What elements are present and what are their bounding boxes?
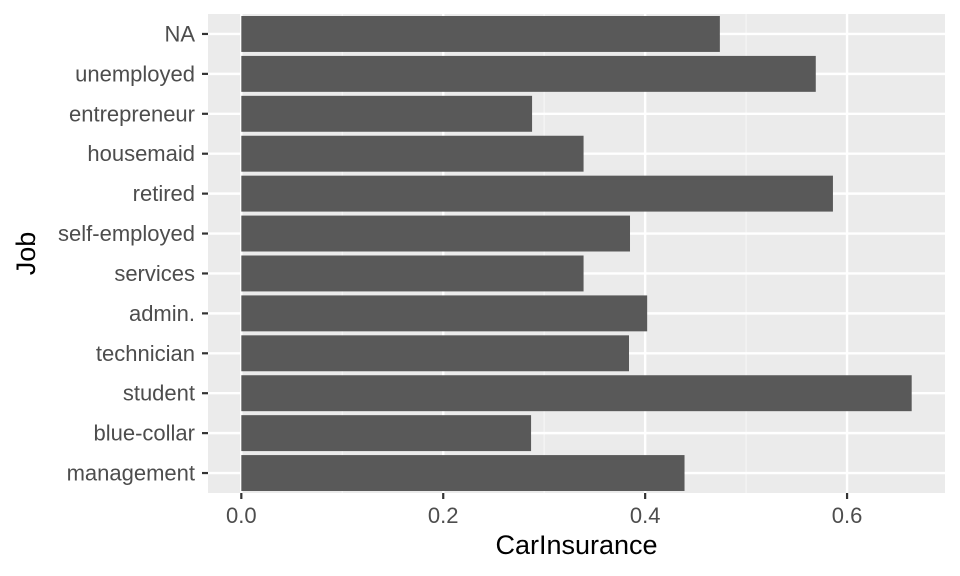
bar-5	[241, 215, 631, 252]
x-tick-label-2: 0.4	[630, 503, 661, 528]
y-tick-label-9: student	[123, 381, 195, 406]
y-tick-label-10: blue-collar	[94, 421, 196, 446]
x-tick-label-0: 0.0	[226, 503, 257, 528]
x-tick-label-1: 0.2	[428, 503, 459, 528]
y-tick-label-8: technician	[96, 341, 195, 366]
y-axis: NA unemployed entrepreneur housemaid retired…	[58, 21, 208, 486]
x-axis-title: CarInsurance	[495, 530, 657, 560]
y-tick-label-1: unemployed	[75, 61, 195, 86]
x-tick-label-3: 0.6	[832, 503, 863, 528]
bar-9	[241, 375, 912, 412]
bar-6	[241, 255, 584, 292]
bar-1	[241, 55, 816, 92]
y-tick-label-6: services	[114, 261, 195, 286]
plot-panel	[208, 14, 945, 493]
bar-4	[241, 175, 833, 212]
y-tick-label-0: NA	[164, 21, 195, 46]
bar-10	[241, 415, 532, 452]
bars	[241, 15, 912, 492]
y-tick-label-7: admin.	[129, 301, 195, 326]
bar-0	[241, 15, 720, 52]
bar-7	[241, 295, 648, 332]
bar-3	[241, 135, 584, 172]
y-tick-label-2: entrepreneur	[69, 101, 195, 126]
bar-2	[241, 95, 533, 132]
x-axis: 0.0 0.2 0.4 0.6	[226, 493, 862, 528]
bar-8	[241, 335, 629, 372]
y-axis-title: Job	[11, 232, 41, 276]
minor-gridlines	[341, 14, 747, 493]
y-tick-label-4: retired	[133, 181, 195, 206]
y-tick-label-11: management	[67, 461, 195, 486]
y-tick-label-3: housemaid	[87, 141, 195, 166]
bar-11	[241, 455, 685, 492]
y-tick-label-5: self-employed	[58, 221, 195, 246]
